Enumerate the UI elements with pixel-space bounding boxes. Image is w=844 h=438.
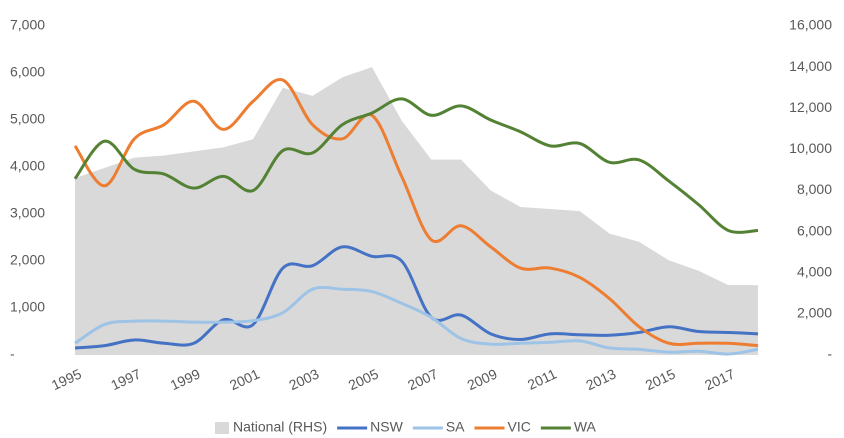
y2-tick-label: 14,000 [789, 58, 832, 74]
x-tick-label: 2007 [405, 365, 440, 393]
x-tick-label: 2003 [286, 365, 321, 393]
x-tick-label: 2015 [643, 365, 678, 393]
y2-tick-label: - [827, 346, 832, 362]
legend-label: SA [446, 419, 465, 435]
x-tick-label: 1999 [168, 365, 203, 393]
y-tick-label: 3,000 [10, 205, 45, 221]
x-tick-label: 2009 [465, 365, 500, 393]
x-tick-label: 2013 [583, 365, 618, 393]
x-tick-label: 1995 [49, 365, 84, 393]
x-tick-label: 2001 [227, 365, 262, 393]
legend-label: National (RHS) [233, 419, 327, 435]
legend-swatch [215, 422, 229, 434]
line [73, 97, 759, 234]
legend-label: NSW [370, 419, 403, 435]
line [73, 78, 759, 348]
line [74, 245, 759, 350]
y-tick-label: 5,000 [10, 111, 45, 127]
y2-tick-label: 10,000 [789, 140, 832, 156]
y-tick-label: 2,000 [10, 252, 45, 268]
y-tick-label: - [10, 346, 15, 362]
y2-tick-label: 4,000 [797, 263, 832, 279]
legend-label: VIC [508, 419, 531, 435]
x-tick-label: 2017 [702, 365, 737, 393]
y2-tick-label: 16,000 [789, 17, 832, 33]
y-tick-label: 1,000 [10, 299, 45, 315]
y2-tick-label: 2,000 [797, 305, 832, 321]
line [74, 285, 759, 356]
y-tick-label: 4,000 [10, 158, 45, 174]
x-tick-label: 2005 [346, 365, 381, 393]
legend-label: WA [574, 419, 597, 435]
y-tick-label: 7,000 [10, 17, 45, 33]
x-tick-label: 2011 [525, 365, 559, 392]
x-tick-label: 1997 [108, 365, 143, 393]
y2-tick-label: 8,000 [797, 181, 832, 197]
y2-tick-label: 6,000 [797, 222, 832, 238]
y2-tick-label: 12,000 [789, 99, 832, 115]
y-tick-label: 6,000 [10, 64, 45, 80]
